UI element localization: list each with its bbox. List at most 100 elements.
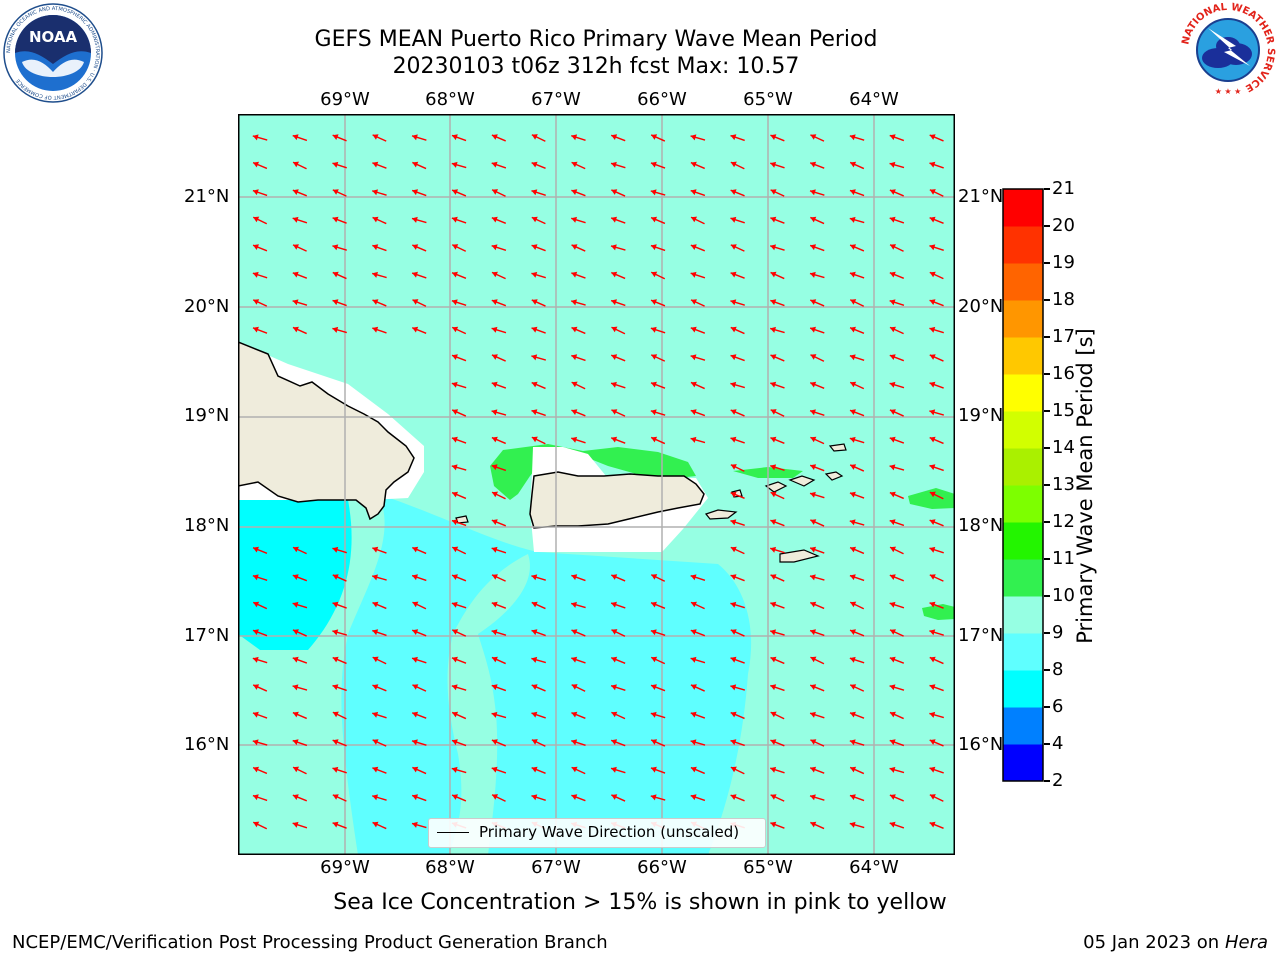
- wave-arrow: [929, 189, 944, 197]
- chart-subtitle: 20230103 t06z 312h fcst Max: 10.57: [392, 54, 800, 79]
- lat-label: 21°N: [958, 186, 1004, 207]
- wave-arrow: [531, 574, 546, 581]
- wave-arrow: [730, 601, 745, 609]
- wave-arrow: [531, 656, 547, 664]
- wave-arrow: [929, 629, 944, 636]
- wave-arrow: [571, 794, 586, 802]
- wave-arrow: [929, 271, 944, 280]
- wave-arrow: [849, 216, 865, 224]
- island-mona: [455, 515, 469, 524]
- wave-arrow: [690, 354, 706, 361]
- wave-arrow: [809, 491, 825, 499]
- wave-arrow: [491, 711, 507, 719]
- wave-arrow: [412, 244, 427, 252]
- wave-arrow: [371, 271, 387, 279]
- wave-arrow: [690, 656, 706, 664]
- wave-arrow: [610, 216, 626, 224]
- wave-arrow: [929, 821, 944, 829]
- colorbar-tick-mark: [1044, 780, 1050, 782]
- wave-arrow: [809, 794, 825, 801]
- wave-arrow: [491, 464, 507, 472]
- wave-arrow: [611, 574, 626, 582]
- colorbar-label: Primary Wave Mean Period [s]: [1073, 328, 1097, 644]
- wave-arrow: [849, 381, 865, 390]
- wave-arrow: [849, 436, 865, 444]
- wave-arrow: [451, 766, 467, 774]
- wave-arrow: [611, 794, 626, 802]
- wave-arrow: [571, 766, 586, 775]
- wave-arrow: [531, 601, 546, 610]
- wave-arrow: [412, 161, 427, 170]
- period-band-10-11: [922, 604, 955, 620]
- wave-arrow: [770, 684, 785, 692]
- wave-arrow: [810, 299, 825, 307]
- wave-arrow: [531, 216, 546, 225]
- lon-label: 66°W: [637, 89, 687, 110]
- wave-arrow: [849, 244, 865, 252]
- wave-arrow: [889, 381, 905, 389]
- wave-arrow: [769, 326, 785, 334]
- land-hispaniola: [238, 341, 415, 521]
- wave-arrow: [451, 684, 467, 691]
- lat-label: 16°N: [184, 734, 230, 755]
- wave-arrow: [412, 766, 427, 775]
- lon-label: 69°W: [320, 89, 370, 110]
- wave-arrow: [491, 271, 506, 280]
- wave-arrow: [531, 161, 546, 169]
- wave-arrow: [531, 684, 546, 692]
- wave-arrow: [252, 574, 268, 581]
- wave-arrow: [730, 491, 745, 499]
- wave-arrow: [491, 354, 506, 362]
- wave-arrow: [451, 134, 467, 142]
- wave-arrow: [730, 711, 745, 720]
- wave-arrow: [531, 629, 546, 637]
- wave-arrow: [332, 794, 347, 802]
- wave-arrow: [292, 766, 307, 775]
- wave-arrow: [571, 216, 586, 224]
- lon-label: 68°W: [425, 89, 475, 110]
- wave-arrow: [491, 216, 507, 224]
- wave-arrow: [252, 739, 268, 746]
- wave-arrow: [810, 821, 825, 830]
- wave-arrow: [849, 354, 865, 361]
- wave-arrow: [650, 684, 666, 692]
- wave-arrow: [650, 326, 666, 334]
- wave-arrow: [889, 299, 905, 306]
- colorbar-segment: [1003, 744, 1043, 782]
- wave-arrow: [650, 216, 666, 225]
- wave-arrow: [770, 519, 785, 527]
- wave-arrow: [411, 629, 427, 637]
- wave-arrow: [610, 766, 626, 774]
- footer-date: 05 Jan 2023 on Hera: [1083, 932, 1268, 953]
- wave-arrow: [929, 381, 944, 389]
- wave-arrow: [451, 381, 467, 389]
- wave-arrow: [491, 491, 506, 500]
- wave-arrow: [570, 299, 586, 306]
- wave-arrow: [849, 629, 865, 637]
- wave-arrow: [371, 574, 387, 581]
- wave-arrow: [650, 629, 666, 636]
- wave-arrow: [809, 464, 825, 472]
- colorbar-tick-label: 10: [1052, 585, 1075, 606]
- wave-arrow: [690, 436, 706, 444]
- wave-arrow: [531, 766, 546, 774]
- wave-arrow: [690, 189, 706, 197]
- lon-label: 68°W: [425, 857, 475, 878]
- wave-arrow: [929, 216, 944, 224]
- wave-arrow: [650, 766, 666, 774]
- wave-arrow: [372, 216, 387, 225]
- wave-arrow: [650, 409, 666, 416]
- colorbar-tick-mark: [1044, 484, 1050, 486]
- nws-logo: NATIONAL WEATHER SERVICE ★ ★ ★: [1180, 2, 1276, 97]
- colorbar-segment: [1003, 522, 1043, 560]
- wave-arrow: [849, 656, 865, 664]
- island-st-croix: [779, 549, 820, 563]
- wave-arrow: [690, 739, 706, 746]
- colorbar-segment: [1003, 300, 1043, 338]
- wave-arrow: [889, 189, 904, 197]
- wave-arrow: [650, 656, 666, 665]
- wave-arrow: [690, 794, 706, 802]
- wave-arrow: [690, 409, 706, 417]
- wave-arrow: [332, 134, 347, 142]
- wave-arrow: [770, 821, 785, 829]
